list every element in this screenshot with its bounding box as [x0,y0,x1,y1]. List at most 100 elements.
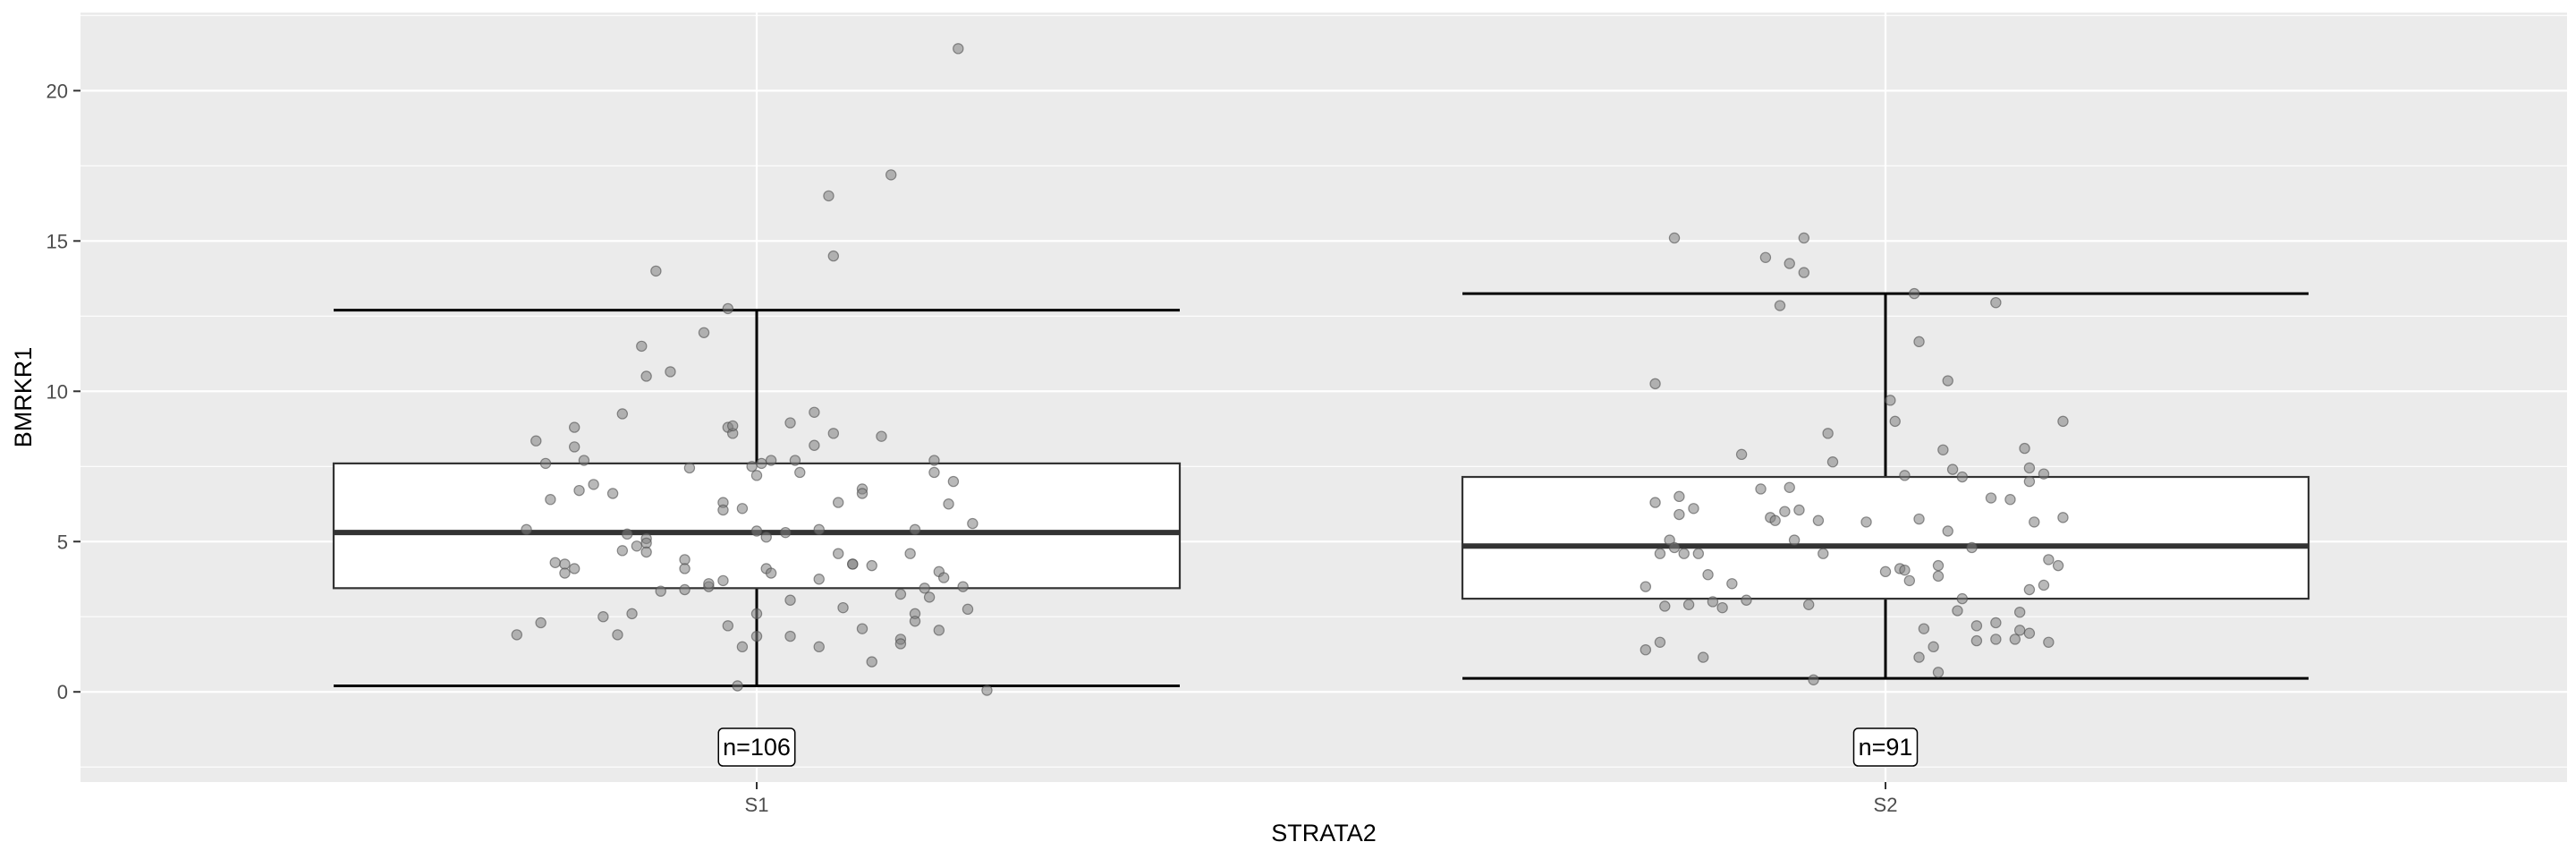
data-point [1654,636,1666,648]
data-point [2019,442,2030,455]
data-point [876,430,887,442]
data-point [1826,456,1839,468]
count-label-text: n=106 [723,734,791,761]
data-point [2038,579,2050,591]
data-point [621,528,633,540]
data-point [717,574,729,587]
data-point [813,523,825,536]
data-point [750,608,763,620]
data-point [568,563,580,574]
data-point [832,548,844,559]
data-point [665,366,676,378]
data-point [1990,296,2002,309]
data-point [866,656,877,668]
data-point [1702,569,1714,581]
data-point [1879,566,1892,578]
data-point [1784,481,1795,493]
data-point [722,302,734,315]
data-point [1793,504,1805,516]
data-point [765,455,777,466]
data-point [2013,625,2026,636]
data-point [703,578,715,590]
data-point [1741,594,1752,606]
box-s2 [1461,292,2310,680]
data-point [1798,232,1810,244]
data-point [1942,375,1953,387]
data-point [726,420,739,432]
data-point [837,601,849,614]
data-point [597,611,609,623]
data-point [521,523,532,536]
data-point [1640,643,1652,656]
data-point [1812,515,1825,526]
data-point [1970,620,1983,632]
data-point [981,685,993,696]
data-point [626,608,638,620]
data-point [1952,605,1963,617]
data-point [2009,634,2021,645]
data-point [919,583,930,594]
count-label-box [717,727,796,767]
data-point [856,488,869,499]
data-point [809,439,820,451]
data-point [616,408,629,420]
data-point [2013,606,2026,618]
data-point [923,591,936,603]
data-point [1649,378,1661,390]
data-point [784,417,796,429]
data-point [750,525,763,537]
data-point [1707,596,1719,608]
data-point [779,526,792,539]
x-axis-title: STRATA2 [1271,820,1377,846]
data-point [655,585,666,597]
data-point [606,488,619,499]
data-point [559,567,571,579]
data-point [827,250,840,262]
data-point [679,583,691,596]
y-axis: 0 5 10 15 20 [47,80,80,703]
data-point [698,327,710,338]
data-point [1942,525,1953,537]
data-point [957,581,969,592]
data-point [1808,674,1819,685]
data-point [813,641,825,653]
data-point [1908,287,1920,300]
data-point [933,625,945,636]
data-point [732,680,743,692]
data-point [928,455,940,466]
data-point [1802,599,1815,610]
data-point [909,523,921,536]
data-point [1956,471,1969,483]
data-point [1726,578,1738,590]
count-label-s1: n=106 [717,727,796,767]
data-point [943,498,954,510]
data-point [578,455,590,466]
data-point [736,641,749,653]
data-point [1885,395,1896,406]
data-point [1692,548,1705,559]
data-point [2043,636,2055,648]
data-point [631,540,643,552]
data-point [847,558,859,570]
data-point [1956,592,1969,605]
data-point [947,475,960,488]
data-points [511,43,2069,696]
plot-panel [80,13,2567,782]
data-point [1822,428,1834,439]
data-point [904,548,916,559]
x-tick-label: S2 [1874,794,1898,816]
data-point [894,588,907,600]
data-point [1649,497,1661,508]
interquartile-box [1461,475,2310,600]
data-point [813,574,825,585]
data-point [809,406,820,418]
data-point [2043,554,2055,566]
data-point [1659,600,1671,612]
data-point [1889,415,1901,428]
y-tick-label: 15 [47,230,68,252]
data-point [1716,601,1728,614]
data-point [1913,651,1925,663]
data-point [937,572,950,583]
count-label-s2: n=91 [1852,727,1919,767]
y-tick-label: 10 [47,380,68,403]
